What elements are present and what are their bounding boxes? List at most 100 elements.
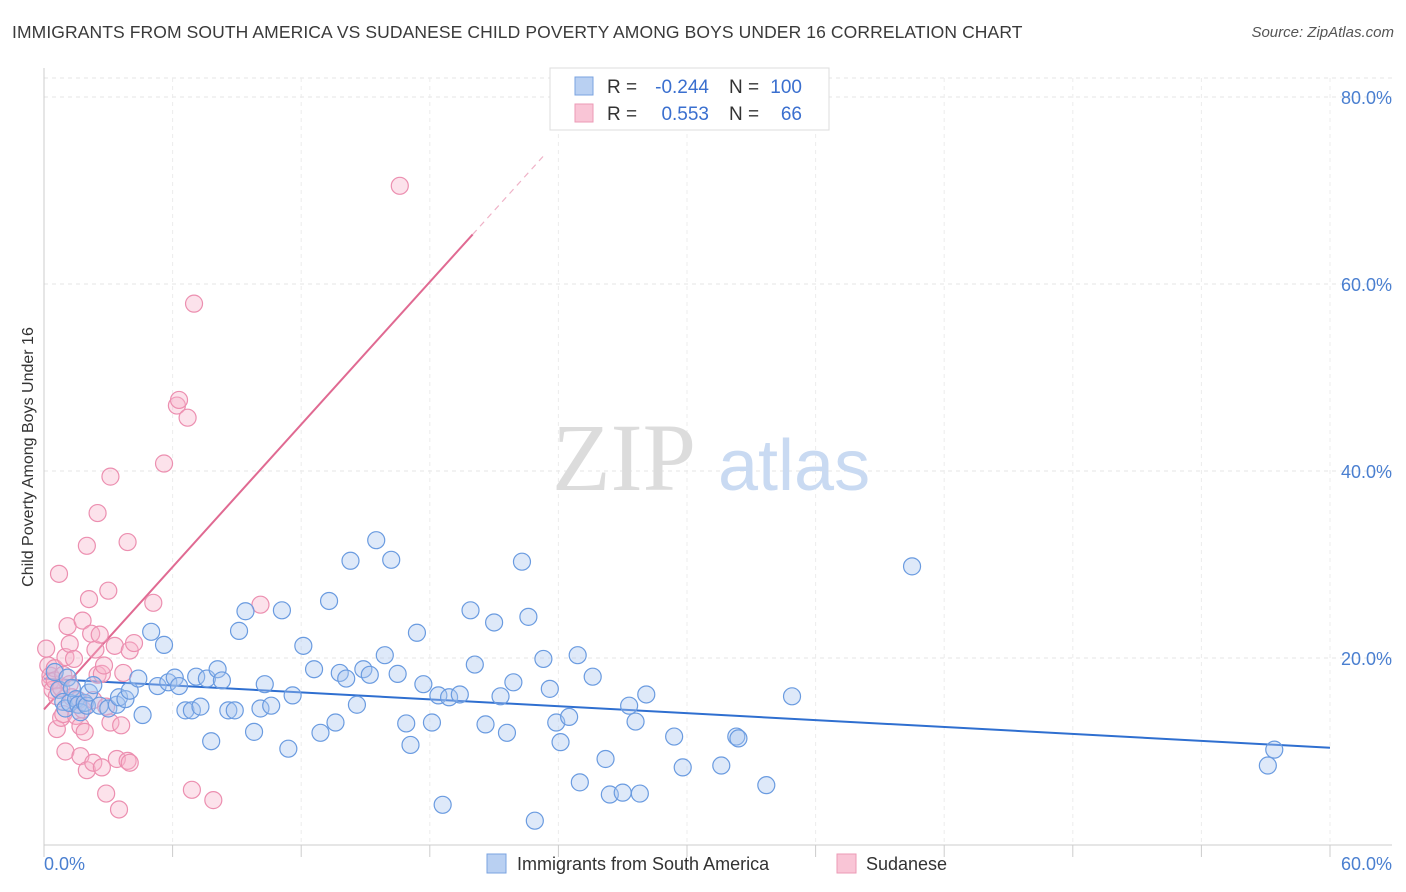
immigrants-point-98 bbox=[712, 756, 731, 775]
immigrants-point-26 bbox=[165, 668, 184, 687]
legend-r-label-pink: R = bbox=[607, 104, 637, 125]
immigrants-point-50 bbox=[319, 591, 339, 611]
immigrants-point-60 bbox=[382, 550, 401, 569]
immigrants-point-34 bbox=[208, 660, 227, 679]
sudanese-point-44 bbox=[101, 713, 120, 732]
immigrants-point-13 bbox=[84, 676, 103, 695]
watermark-atlas: atlas bbox=[718, 426, 870, 506]
immigrants-point-10 bbox=[75, 693, 94, 712]
immigrants-point-87 bbox=[570, 773, 589, 792]
immigrants-point-54 bbox=[341, 551, 360, 570]
legend-swatch-blue bbox=[574, 76, 594, 96]
axes bbox=[43, 68, 1392, 857]
legend-n-value-pink: 66 bbox=[781, 104, 802, 125]
immigrants-point-71 bbox=[461, 601, 480, 620]
immigrants-point-64 bbox=[407, 623, 427, 642]
sudanese-point-51 bbox=[118, 532, 137, 552]
sudanese-point-49 bbox=[112, 716, 131, 735]
x-tick-label-1: 60.0% bbox=[1341, 854, 1392, 874]
y-tick-label-1: 40.0% bbox=[1341, 462, 1392, 482]
immigrants-point-100 bbox=[729, 729, 748, 748]
y-tick-label-3: 80.0% bbox=[1341, 88, 1392, 108]
immigrants-point-80 bbox=[525, 811, 544, 830]
immigrants-point-91 bbox=[613, 783, 632, 802]
immigrants-point-104 bbox=[1258, 756, 1277, 775]
sudanese-point-14 bbox=[56, 742, 75, 761]
immigrants-point-22 bbox=[142, 622, 161, 641]
sudanese-point-40 bbox=[94, 656, 114, 675]
sudanese-point-28 bbox=[77, 536, 96, 555]
immigrants-point-105 bbox=[1265, 740, 1284, 759]
immigrants-point-38 bbox=[229, 621, 249, 640]
legend-r-value-blue: -0.244 bbox=[655, 77, 709, 98]
trend-line-sudanese-extension bbox=[472, 153, 546, 235]
immigrants-point-92 bbox=[620, 696, 639, 715]
immigrants-point-27 bbox=[169, 676, 189, 696]
immigrants-point-41 bbox=[251, 699, 270, 718]
legend-n-label-blue: N = bbox=[729, 77, 759, 98]
sudanese-point-9 bbox=[49, 564, 69, 583]
immigrants-point-46 bbox=[283, 686, 302, 705]
bottom-legend-label-blue: Immigrants from South America bbox=[517, 854, 770, 874]
sudanese-point-0 bbox=[37, 639, 56, 658]
sudanese-point-60 bbox=[182, 780, 201, 799]
immigrants-point-101 bbox=[757, 776, 776, 795]
immigrants-point-44 bbox=[272, 601, 292, 620]
sudanese-point-59 bbox=[178, 408, 197, 427]
immigrants-point-72 bbox=[465, 655, 484, 674]
immigrants-point-96 bbox=[665, 727, 684, 746]
immigrants-point-73 bbox=[476, 715, 495, 734]
legend-swatch-pink bbox=[574, 103, 594, 123]
bottom-legend-swatch-blue bbox=[486, 853, 507, 874]
immigrants-point-94 bbox=[630, 784, 649, 803]
immigrants-point-17 bbox=[109, 688, 129, 707]
immigrants-point-42 bbox=[255, 675, 274, 694]
immigrants-point-47 bbox=[294, 636, 313, 655]
sudanese-point-27 bbox=[75, 722, 94, 741]
immigrants-point-51 bbox=[326, 713, 345, 732]
immigrants-point-57 bbox=[360, 665, 379, 684]
immigrants-point-75 bbox=[491, 687, 510, 706]
legend-box: R = -0.244 N = 100 R = 0.553 N = 66 bbox=[549, 67, 830, 131]
series-immigrants bbox=[45, 531, 1284, 830]
immigrants-point-6 bbox=[62, 678, 81, 698]
immigrants-point-82 bbox=[540, 679, 559, 698]
immigrants-point-58 bbox=[367, 531, 386, 550]
immigrants-point-43 bbox=[262, 696, 281, 715]
immigrants-point-103 bbox=[902, 557, 922, 576]
immigrants-point-28 bbox=[176, 701, 195, 720]
immigrants-point-53 bbox=[337, 669, 356, 688]
immigrants-point-74 bbox=[485, 613, 504, 632]
immigrants-point-9 bbox=[71, 703, 90, 722]
immigrants-point-86 bbox=[568, 646, 587, 665]
immigrants-point-89 bbox=[596, 749, 615, 769]
sudanese-point-33 bbox=[84, 753, 103, 772]
immigrants-point-95 bbox=[637, 685, 656, 704]
immigrants-point-21 bbox=[133, 705, 152, 725]
immigrants-point-97 bbox=[673, 758, 692, 777]
immigrants-point-102 bbox=[782, 687, 802, 706]
sudanese-point-65 bbox=[390, 176, 409, 195]
bottom-legend: Immigrants from South America Sudanese bbox=[486, 853, 947, 874]
legend-r-value-pink: 0.553 bbox=[661, 104, 709, 125]
legend-n-value-blue: 100 bbox=[770, 77, 802, 98]
immigrants-point-35 bbox=[212, 671, 231, 690]
legend-n-label-pink: N = bbox=[729, 104, 759, 125]
x-tick-label-0: 0.0% bbox=[44, 854, 85, 874]
bottom-legend-swatch-pink bbox=[836, 853, 857, 874]
sudanese-point-55 bbox=[124, 633, 144, 653]
immigrants-point-77 bbox=[504, 673, 523, 692]
immigrants-point-84 bbox=[551, 733, 570, 752]
trend-line-sudanese bbox=[43, 233, 474, 711]
watermark-zip: ZIP bbox=[552, 404, 696, 511]
immigrants-point-81 bbox=[534, 649, 553, 669]
y-tick-label-0: 20.0% bbox=[1341, 649, 1392, 669]
immigrants-point-55 bbox=[347, 695, 367, 714]
immigrants-point-33 bbox=[202, 732, 221, 751]
immigrants-point-66 bbox=[422, 713, 442, 732]
immigrants-point-23 bbox=[148, 676, 167, 696]
immigrants-point-18 bbox=[116, 690, 135, 709]
sudanese-point-36 bbox=[88, 503, 107, 523]
immigrants-point-4 bbox=[58, 668, 77, 687]
